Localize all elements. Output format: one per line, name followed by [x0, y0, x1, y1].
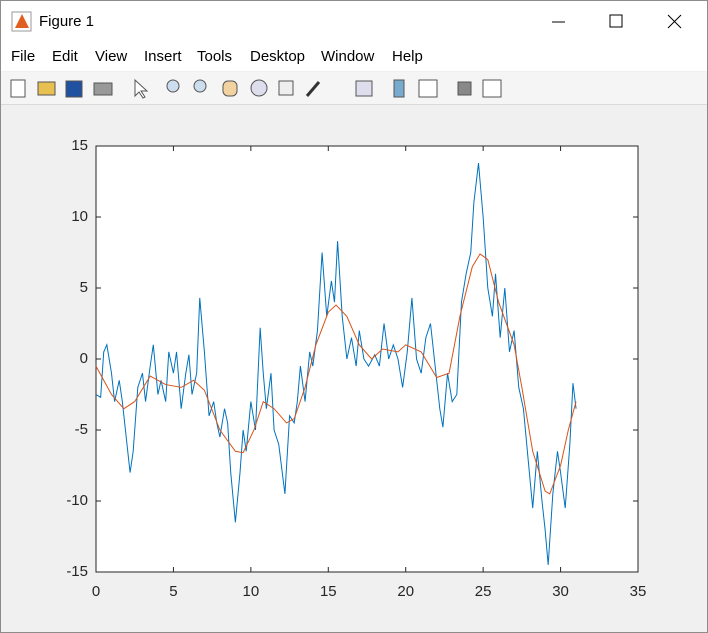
menu-item[interactable]: Window — [321, 48, 375, 65]
menu-item[interactable]: Help — [392, 48, 423, 65]
y-tick-label: 0 — [80, 350, 88, 367]
menu-bar: File Edit View Insert Tools Desktop Window Help — [1, 41, 707, 71]
title-bar-icons — [11, 11, 682, 32]
toolbar — [1, 72, 707, 105]
x-tick-label: 15 — [320, 583, 337, 600]
y-tick-label: 10 — [71, 208, 88, 225]
toolbar-icons — [10, 78, 502, 99]
x-tick-label: 5 — [169, 583, 177, 600]
window-title: Figure 1 — [39, 13, 95, 30]
x-tick-label: 20 — [397, 583, 414, 600]
chart: 0 5 10 15 20 25 30 35 -15 -10 -5 0 5 10 15 — [66, 137, 647, 600]
plot-area — [95, 145, 639, 573]
y-tick-label: -10 — [66, 492, 88, 509]
data-line — [95, 253, 577, 495]
title-bar: Figure 1 — [1, 1, 707, 41]
y-tick-label: 5 — [80, 279, 88, 296]
menu-item[interactable]: File — [11, 48, 36, 65]
menu-item[interactable]: View — [95, 48, 128, 65]
toolbar-buttons[interactable] — [10, 78, 502, 99]
data-line — [95, 162, 577, 565]
y-tick-label: -15 — [66, 563, 88, 580]
y-tick-label: -5 — [75, 421, 88, 438]
x-tick-label: 10 — [243, 583, 260, 600]
maximize-button[interactable] — [609, 14, 623, 28]
menu-item[interactable]: Desktop — [250, 48, 306, 65]
app-icon-shape — [15, 14, 29, 28]
menu-item[interactable]: Tools — [197, 48, 233, 65]
menu-item[interactable]: Insert — [144, 48, 182, 65]
y-tick-label: 15 — [71, 137, 88, 154]
x-tick-label: 30 — [552, 583, 569, 600]
x-tick-label: 0 — [92, 583, 100, 600]
x-tick-label: 25 — [475, 583, 492, 600]
x-tick-label: 35 — [630, 583, 647, 600]
close-button[interactable] — [667, 14, 682, 29]
menu-item[interactable]: Edit — [52, 48, 78, 65]
